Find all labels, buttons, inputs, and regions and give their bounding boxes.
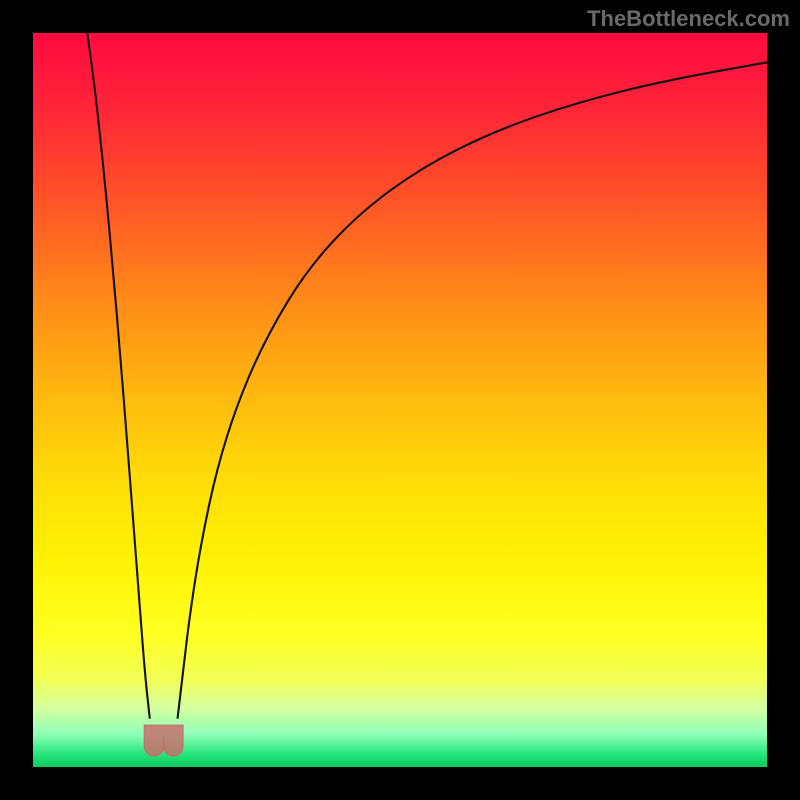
watermark-text: TheBottleneck.com xyxy=(587,6,790,32)
chart-frame: TheBottleneck.com xyxy=(0,0,800,800)
chart-svg xyxy=(0,0,800,800)
